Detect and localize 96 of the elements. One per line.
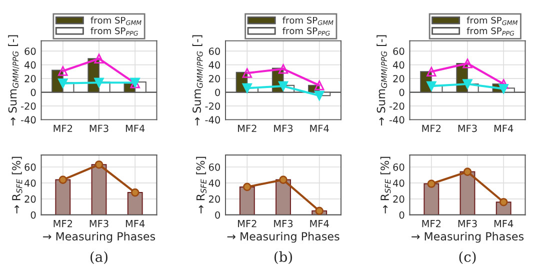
legend-label: from SP$_{PPG}$ bbox=[90, 27, 138, 36]
y-tick-label: 20 bbox=[24, 75, 36, 82]
point bbox=[315, 206, 324, 215]
y-tick-label: 20 bbox=[208, 75, 220, 82]
point bbox=[278, 64, 288, 74]
point bbox=[58, 176, 68, 184]
y-tick-label: 20 bbox=[393, 75, 404, 82]
legend-label: from SP$_{GMM}$ bbox=[282, 16, 334, 26]
y-axis-title: → Sum$_{GMM/PPG}$ [-] bbox=[376, 35, 388, 126]
y-axis-title: → R$_{SFE}$ [%] bbox=[12, 156, 22, 214]
y-tick-label: 40 bbox=[208, 61, 220, 69]
x-axis-title: → Measuring Phases bbox=[227, 232, 340, 243]
bar bbox=[55, 179, 71, 215]
point bbox=[278, 81, 288, 91]
y-tick-label: -40 bbox=[389, 116, 404, 124]
point bbox=[463, 168, 472, 176]
point bbox=[499, 198, 508, 206]
text: (b) bbox=[274, 251, 292, 264]
y-tick-label: -20 bbox=[20, 102, 36, 110]
y-axis-title: → R$_{SFE}$ [%] bbox=[380, 156, 391, 214]
point bbox=[242, 68, 252, 78]
y-tick-label: -20 bbox=[389, 102, 404, 110]
y-tick-label: 0 bbox=[30, 211, 36, 219]
y-tick-label: 40 bbox=[208, 179, 220, 187]
point bbox=[130, 188, 140, 197]
y-axis-title: → R$_{SFE}$ [%] bbox=[196, 156, 206, 214]
point bbox=[462, 79, 472, 89]
point bbox=[94, 78, 104, 88]
text: (c) bbox=[459, 251, 476, 264]
x-tick-label: MF2 bbox=[238, 124, 256, 132]
y-tick-label: 40 bbox=[24, 61, 36, 69]
bar bbox=[91, 164, 107, 215]
x-tick-label: MF4 bbox=[494, 220, 514, 228]
x-tick-label: MF4 bbox=[126, 220, 145, 228]
y-tick-label: -20 bbox=[205, 102, 220, 110]
point bbox=[279, 176, 288, 184]
point bbox=[58, 66, 68, 76]
x-tick-label: MF3 bbox=[90, 220, 108, 228]
x-axis-title: → Measuring Phases bbox=[412, 232, 524, 243]
y-tick-label: 60 bbox=[24, 48, 36, 55]
y-tick-label: 60 bbox=[393, 163, 404, 171]
point bbox=[314, 80, 324, 90]
y-tick-label: 20 bbox=[24, 195, 36, 203]
y-tick-label: 0 bbox=[215, 211, 220, 219]
y-tick-label: 60 bbox=[208, 48, 220, 55]
point bbox=[427, 180, 436, 188]
point bbox=[426, 81, 436, 91]
x-tick-label: MF3 bbox=[90, 124, 108, 132]
point bbox=[426, 66, 436, 77]
x-tick-label: MF4 bbox=[494, 124, 514, 132]
x-tick-label: MF4 bbox=[310, 220, 329, 228]
x-tick-label: MF3 bbox=[458, 124, 477, 132]
y-tick-label: 60 bbox=[24, 163, 36, 171]
y-tick-label: 40 bbox=[24, 179, 36, 187]
y-tick-label: 0 bbox=[399, 211, 404, 219]
legend-label: from SP$_{PPG}$ bbox=[282, 27, 330, 36]
x-tick-label: MF3 bbox=[458, 220, 477, 228]
text: (a) bbox=[90, 251, 108, 264]
y-tick-label: 0 bbox=[215, 88, 220, 96]
x-tick-label: MF2 bbox=[238, 220, 256, 228]
point bbox=[498, 84, 508, 94]
legend-label: from SP$_{GMM}$ bbox=[466, 16, 518, 26]
y-tick-label: 0 bbox=[399, 88, 404, 96]
y-tick-label: -40 bbox=[205, 116, 220, 124]
x-tick-label: MF2 bbox=[422, 220, 441, 228]
y-tick-label: -40 bbox=[20, 116, 36, 124]
x-axis-title: → Measuring Phases bbox=[43, 232, 156, 243]
point bbox=[242, 182, 252, 192]
x-tick-label: MF2 bbox=[54, 220, 72, 228]
bar bbox=[127, 192, 143, 215]
y-tick-label: 40 bbox=[392, 61, 404, 69]
x-tick-label: MF3 bbox=[274, 220, 293, 228]
y-tick-label: 60 bbox=[393, 48, 404, 55]
bar bbox=[276, 179, 291, 215]
x-tick-label: MF2 bbox=[54, 124, 72, 132]
x-tick-label: MF2 bbox=[422, 124, 441, 132]
point bbox=[462, 58, 472, 68]
point bbox=[314, 90, 324, 101]
x-tick-label: MF4 bbox=[310, 124, 329, 132]
y-tick-label: 0 bbox=[30, 88, 36, 96]
bar bbox=[424, 183, 440, 215]
x-tick-label: MF3 bbox=[274, 124, 293, 132]
y-axis-title: → Sum$_{GMM/PPG}$ [-] bbox=[192, 35, 204, 126]
point bbox=[58, 78, 68, 88]
bar bbox=[239, 186, 255, 215]
legend-label: from SP$_{PPG}$ bbox=[466, 27, 514, 36]
y-tick-label: 20 bbox=[208, 195, 220, 203]
y-tick-label: 40 bbox=[392, 179, 404, 187]
x-tick-label: MF4 bbox=[126, 124, 145, 132]
point bbox=[94, 54, 104, 64]
point bbox=[242, 83, 252, 93]
y-tick-label: 20 bbox=[393, 195, 404, 203]
y-axis-title: → Sum$_{GMM/PPG}$ [-] bbox=[8, 35, 20, 126]
point bbox=[94, 160, 104, 169]
legend-label: from SP$_{GMM}$ bbox=[90, 16, 142, 26]
y-tick-label: 60 bbox=[208, 163, 220, 171]
